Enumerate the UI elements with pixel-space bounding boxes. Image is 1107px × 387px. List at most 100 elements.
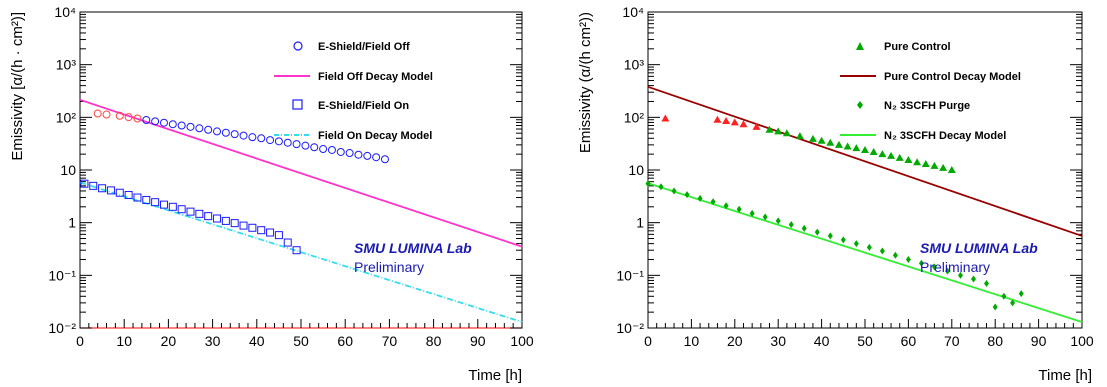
right-data-point-s2	[697, 194, 703, 202]
left-data-point-s0	[319, 145, 328, 154]
left-legend-label-2: E-Shield/Field On	[318, 100, 409, 112]
right-data-point-s0	[843, 142, 852, 150]
left-data-point-s2	[239, 221, 248, 230]
left-data-point-s0	[274, 137, 283, 146]
right-preliminary-annotation: Preliminary	[920, 259, 990, 275]
left-data-point-s0	[177, 121, 186, 130]
left-legend-label-3: Field On Decay Model	[318, 130, 432, 142]
right-data-point-s0	[722, 117, 731, 125]
right-x-tick-label: 30	[770, 333, 786, 349]
left-y-ticks: 10⁻² 10⁻¹ 1 10 10² 10³ 10⁴	[48, 4, 522, 336]
left-data-point-s0	[266, 136, 275, 145]
right-x-tick-label: 80	[987, 333, 1003, 349]
left-data-point-s2	[159, 200, 168, 209]
left-data-point-s2	[257, 226, 266, 235]
right-data-point-s2	[840, 236, 846, 244]
left-data-point-s0	[186, 122, 195, 131]
right-x-tick-label: 20	[727, 333, 743, 349]
left-model-lines	[79, 98, 523, 323]
left-y-tick-label: 10⁻¹	[48, 267, 76, 283]
left-x-ticks: 0 10 20 30 40 50 60 70 80 90 100	[76, 319, 534, 349]
right-model-line-3	[647, 182, 1083, 323]
left-data-point-s0	[133, 114, 142, 123]
left-legend-marker-2	[292, 99, 303, 110]
right-plot-frame	[647, 11, 1083, 329]
right-x-tick-label: 10	[684, 333, 700, 349]
left-data-point-s0	[168, 120, 177, 129]
right-legend-label-1: Pure Control Decay Model	[884, 71, 1021, 83]
right-x-tick-label: 100	[1070, 333, 1094, 349]
right-data-point-s0	[795, 132, 804, 140]
right-data-point-s0	[808, 134, 817, 142]
left-panel: 0 10 20 30 40 50 60 70 80 90 100 10⁻² 10⁻¹ 1 10 10² 10³…	[9, 4, 534, 384]
left-data-point-s0	[159, 118, 168, 127]
left-y-tick-label: 10	[60, 162, 76, 178]
left-x-tick-label: 0	[76, 333, 84, 349]
left-data-point-s0	[102, 110, 111, 119]
right-data-point-s2	[853, 240, 859, 248]
right-data-point-s2	[814, 228, 820, 236]
left-data-point-s2	[266, 228, 275, 237]
right-data-point-s2	[788, 221, 794, 229]
left-model-line-1	[79, 98, 523, 248]
left-x-tick-label: 70	[382, 333, 398, 349]
left-lab-annotation: SMU LUMINA Lab	[354, 240, 472, 256]
right-legend-entry-2: N₂ 3SCFH Purge	[857, 100, 970, 112]
right-data-point-s0	[752, 122, 761, 130]
right-data-point-s2	[944, 267, 950, 275]
left-legend-entry-2: E-Shield/Field On	[292, 99, 409, 112]
right-data-point-s0	[661, 114, 670, 122]
left-y-tick-label: 10⁻²	[48, 320, 76, 336]
right-data-point-s0	[869, 147, 878, 155]
right-legend: Pure Control Pure Control Decay Model N₂…	[840, 41, 1021, 142]
left-x-tick-label: 30	[205, 333, 221, 349]
right-y-tick-label: 10³	[624, 57, 645, 73]
left-legend-entry-0: E-Shield/Field Off	[293, 41, 410, 53]
left-x-tick-label: 50	[293, 333, 309, 349]
left-data-point-s2	[230, 219, 239, 228]
right-legend-label-2: N₂ 3SCFH Purge	[884, 100, 970, 112]
right-data-points	[645, 114, 1024, 311]
left-data-point-s0	[124, 113, 133, 122]
right-y-tick-label: 10⁻¹	[616, 267, 644, 283]
right-lab-annotation: SMU LUMINA Lab	[920, 240, 1038, 256]
left-data-point-s2	[274, 231, 283, 240]
left-data-point-s0	[301, 141, 310, 150]
right-x-tick-label: 70	[944, 333, 960, 349]
left-data-point-s0	[336, 147, 345, 156]
left-y-axis-title: Emissivity [α/(h · cm²)]	[9, 12, 26, 161]
right-y-tick-label: 1	[636, 215, 644, 231]
left-data-point-s0	[151, 117, 160, 126]
right-data-point-s0	[765, 125, 774, 133]
right-legend-entry-3: N₂ 3SCFH Decay Model	[840, 130, 1006, 142]
right-data-point-s2	[671, 187, 677, 195]
right-y-axis-title: Emissivity (α/(h cm²))	[577, 12, 594, 153]
left-y-tick-label: 1	[68, 215, 76, 231]
right-x-tick-label: 60	[901, 333, 917, 349]
right-data-point-s2	[879, 247, 885, 255]
right-model-line-1	[647, 85, 1083, 237]
right-panel: 0 10 20 30 40 50 60 70 80 90 100 10⁻² 10⁻¹ 1 10 10² 10³…	[577, 4, 1094, 384]
right-data-point-s0	[904, 155, 913, 163]
right-y-tick-label: 10	[628, 162, 644, 178]
right-data-point-s2	[892, 251, 898, 259]
left-data-point-s0	[204, 125, 213, 134]
right-y-tick-label: 10⁻²	[616, 320, 644, 336]
right-legend-label-0: Pure Control	[884, 41, 951, 53]
left-legend-label-0: E-Shield/Field Off	[318, 41, 410, 53]
right-data-point-s2	[971, 275, 976, 283]
left-preliminary-annotation: Preliminary	[354, 259, 424, 275]
left-data-point-s2	[283, 238, 292, 247]
left-data-point-s2	[186, 207, 195, 216]
left-x-tick-label: 60	[337, 333, 353, 349]
left-data-point-s0	[195, 124, 204, 133]
left-data-point-s0	[213, 127, 222, 136]
right-data-point-s2	[736, 205, 742, 213]
left-data-point-s2	[124, 191, 133, 200]
left-data-point-s2	[89, 181, 98, 190]
right-x-ticks: 0 10 20 30 40 50 60 70 80 90 100	[644, 319, 1094, 349]
right-data-point-s0	[774, 127, 783, 135]
right-data-point-s2	[645, 180, 651, 188]
right-data-point-s0	[730, 118, 739, 126]
